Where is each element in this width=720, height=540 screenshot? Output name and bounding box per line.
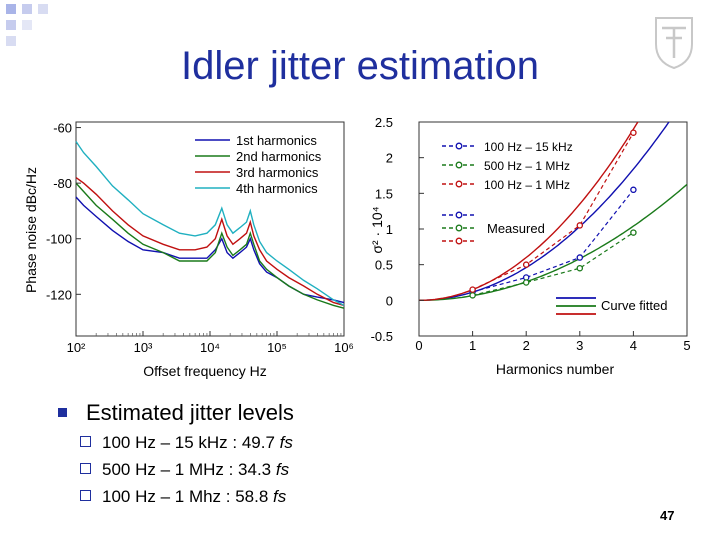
decor-square — [38, 4, 48, 14]
x-tick-label: 0 — [415, 338, 422, 353]
measured-point — [576, 254, 584, 261]
measured-line-2 — [472, 232, 634, 296]
legend-marker — [455, 211, 463, 219]
fitted-curve-2 — [419, 183, 687, 301]
list-item-unit: fs — [273, 487, 287, 506]
list-item: 100 Hz – 1 Mhz : 58.8 fs — [80, 487, 294, 507]
slide-title: Idler jitter estimation — [181, 44, 539, 88]
measured-point — [630, 229, 637, 236]
measured-point — [522, 279, 530, 286]
legend-measured-label: Measured — [487, 221, 545, 236]
y-tick-label: -120 — [46, 287, 72, 302]
decor-square — [6, 36, 16, 46]
legend-entry: 4th harmonics — [236, 181, 318, 196]
legend-entry: 100 Hz – 15 kHz — [484, 140, 573, 154]
legend-marker — [455, 180, 463, 188]
bullet-heading: Estimated jitter levels — [58, 400, 294, 426]
x-axis-label: Offset frequency Hz — [143, 363, 266, 379]
y-tick-label: 0 — [386, 293, 393, 308]
fitted-curve-1 — [419, 122, 670, 301]
university-logo — [652, 14, 696, 70]
list-item-label: 100 Hz – 1 Mhz : 58.8 — [102, 487, 274, 506]
page-number: 47 — [660, 508, 675, 523]
checkbox-bullet-icon — [80, 490, 91, 501]
legend-marker — [455, 142, 463, 150]
series-line-4 — [75, 141, 345, 307]
measured-point — [469, 292, 476, 299]
x-tick-label: 1 — [469, 338, 476, 353]
series-line-2 — [75, 182, 345, 309]
y-tick-label: 2 — [386, 151, 393, 166]
legend-marker — [455, 161, 463, 169]
x-tick-label: 5 — [683, 338, 690, 353]
legend-entry: 500 Hz – 1 MHz — [484, 159, 570, 173]
x-tick-label: 2 — [523, 338, 530, 353]
legend-entry: 100 Hz – 1 MHz — [484, 178, 570, 192]
x-tick-label: 10³ — [134, 340, 153, 355]
legend-entry: 1st harmonics — [236, 133, 317, 148]
y-tick-label: 2.5 — [375, 115, 393, 130]
checkbox-bullet-icon — [80, 463, 91, 474]
x-tick-label: 10² — [67, 340, 86, 355]
measured-point — [630, 186, 637, 194]
y-axis-label: σ² · 10⁴ — [369, 206, 385, 253]
x-tick-label: 4 — [630, 338, 637, 353]
legend-marker — [455, 224, 463, 232]
legend-entry: 2nd harmonics — [236, 149, 322, 164]
list-item-label: 100 Hz – 15 kHz : 49.7 — [102, 433, 280, 452]
decor-square — [22, 4, 32, 14]
list-item-label: 500 Hz – 1 MHz : 34.3 — [102, 460, 276, 479]
list-item: 500 Hz – 1 MHz : 34.3 fs — [80, 460, 294, 480]
decor-square — [22, 20, 32, 30]
y-tick-label: -0.5 — [371, 329, 393, 344]
y-tick-label: -60 — [53, 121, 72, 136]
y-tick-label: -100 — [46, 232, 72, 247]
y-tick-label: -80 — [53, 176, 72, 191]
measured-point — [469, 286, 476, 293]
legend-entry: 3rd harmonics — [236, 165, 319, 180]
y-tick-label: 1 — [386, 222, 393, 237]
x-tick-label: 10⁴ — [200, 340, 220, 355]
square-bullet-icon — [58, 408, 67, 417]
y-tick-label: 0.5 — [375, 258, 393, 273]
decor-square — [6, 20, 16, 30]
x-tick-label: 3 — [576, 338, 583, 353]
y-axis-label: Phase noise dBc/Hz — [23, 167, 39, 293]
legend-marker — [455, 237, 463, 245]
y-tick-label: 1.5 — [375, 186, 393, 201]
list-item-unit: fs — [275, 460, 290, 479]
measured-point — [522, 261, 530, 268]
legend-fitted-label: Curve fitted — [601, 298, 667, 313]
measured-line-1 — [472, 189, 634, 293]
fitted-curve-3 — [419, 122, 639, 301]
bullet-list: Estimated jitter levels 100 Hz – 15 kHz … — [58, 400, 294, 507]
list-item-unit: fs — [279, 433, 293, 452]
series-line-3 — [75, 177, 345, 307]
checkbox-bullet-icon — [80, 436, 91, 447]
measured-line-3 — [472, 132, 634, 291]
measured-point — [630, 129, 637, 136]
x-tick-label: 10⁶ — [334, 340, 354, 355]
measured-point — [576, 222, 584, 229]
decor-square — [6, 4, 16, 14]
x-tick-label: 10⁵ — [267, 340, 287, 355]
list-item: 100 Hz – 15 kHz : 49.7 fs — [80, 433, 294, 453]
logo-emblem-icon — [655, 17, 693, 70]
measured-point — [576, 264, 584, 272]
x-axis-label: Harmonics number — [496, 361, 615, 377]
bullet-heading-text: Estimated jitter levels — [86, 400, 294, 425]
